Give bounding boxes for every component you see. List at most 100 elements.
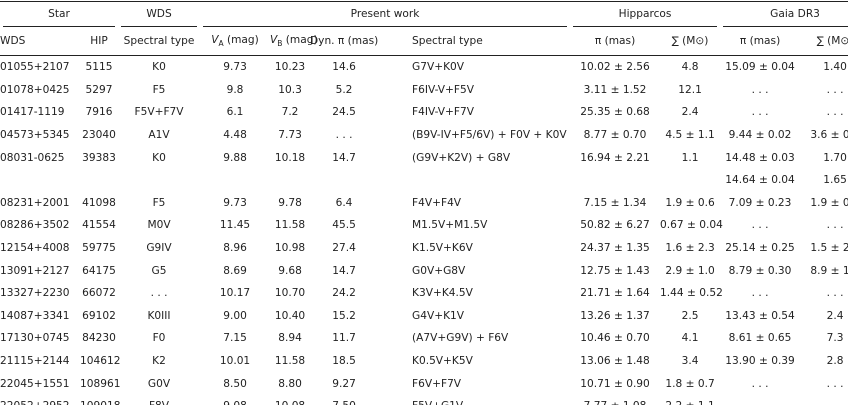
table-cell: 12.75 ± 1.43 xyxy=(580,264,650,277)
table-cell: 50.82 ± 6.27 xyxy=(580,219,650,232)
table-cell: . . . xyxy=(150,287,168,300)
table-cell: F4V+F4V xyxy=(412,196,462,209)
table-cell: F5V+F7V xyxy=(134,106,184,119)
table-cell: 1.1 xyxy=(681,151,699,164)
table-cell: 4.5 ± 1.1 xyxy=(665,129,715,142)
table-cell: 2.9 ± 1.0 xyxy=(665,264,715,277)
table-cell: 10.01 xyxy=(219,355,251,368)
empty-cell xyxy=(200,169,270,192)
table-cell: . . . xyxy=(335,129,353,142)
table-cell: 13.43 ± 0.54 xyxy=(725,309,795,322)
table-cell: 14.64 ± 0.04 xyxy=(725,174,795,187)
table-cell: 10.02 ± 2.56 xyxy=(580,61,650,74)
table-cell: . . . xyxy=(826,377,844,390)
table-cell: 9.73 xyxy=(223,196,247,209)
column-label: WDS xyxy=(0,35,26,47)
table-cell: 22052+2952 xyxy=(0,395,80,405)
empty-cell xyxy=(378,169,570,192)
table-cell: 84230 xyxy=(82,332,116,345)
table-cell: 01055+2107 xyxy=(0,61,70,74)
table-cell: 27.4 xyxy=(332,242,356,255)
column-label: ∑ (M⊙) xyxy=(671,35,709,47)
table-row: 14087+3341 69102 K0III 9.00 10.40 15.2 G4V+K1V… xyxy=(0,305,848,328)
table-cell: 8.77 ± 0.70 xyxy=(583,129,647,142)
table-cell: . . . xyxy=(720,395,800,405)
empty-cell xyxy=(310,169,378,192)
group-header-row: Star WDS Present work Hipparcos Gaia DR3 xyxy=(0,1,848,27)
table-cell: 7.15 xyxy=(223,332,247,345)
table-cell: A1V xyxy=(148,129,170,142)
table-cell: 14.7 xyxy=(332,151,356,164)
table-cell: 1.6 ± 2.3 xyxy=(665,242,715,255)
table-cell: 66072 xyxy=(82,287,116,300)
table-cell: 2.8 xyxy=(826,355,844,368)
table-cell: 41098 xyxy=(82,196,116,209)
table-cell: 1.70 xyxy=(823,151,847,164)
group-label: WDS xyxy=(121,2,198,27)
table-cell: G5 xyxy=(151,264,167,277)
table-cell: 25.35 ± 0.68 xyxy=(580,106,650,119)
column-header: Spectral type xyxy=(378,27,571,56)
table-cell: 9.27 xyxy=(332,377,356,390)
table-cell: F0 xyxy=(152,332,166,345)
column-label: π (mas) xyxy=(739,35,781,47)
table-cell: . . . xyxy=(751,287,769,300)
table-cell: F6V+F7V xyxy=(412,377,462,390)
table-cell: 2.4 xyxy=(681,106,699,119)
column-header-row: WDS HIP Spectral type VA (mag) VB (mag) Dyn. … xyxy=(0,27,848,56)
table-cell: 109018 xyxy=(80,395,120,405)
column-label: HIP xyxy=(90,35,108,47)
table-cell: 01078+0425 xyxy=(0,83,70,96)
table-cell: 14087+3341 xyxy=(0,309,70,322)
table-cell: F5 xyxy=(152,83,166,96)
table-cell: 8.50 xyxy=(223,377,247,390)
table-cell: 39383 xyxy=(82,151,116,164)
table-cell: 12154+4008 xyxy=(0,242,70,255)
table-cell: 10.46 ± 0.70 xyxy=(580,332,650,345)
table-cell: 1.65 xyxy=(823,174,847,187)
table-row: 22052+2952109018F8V9.0810.087.50F5V+G1V7… xyxy=(0,395,848,405)
table-row: 01055+2107 5115 K0 9.73 10.23 14.6 G7V+K0V 10.0… xyxy=(0,56,848,79)
table-cell: 17130+0745 xyxy=(0,332,70,345)
table-cell: F5V+G1V xyxy=(378,395,570,405)
empty-cell xyxy=(570,169,660,192)
table-cell: 7.2 xyxy=(281,106,299,119)
table-cell: . . . xyxy=(826,287,844,300)
table-cell: 9.88 xyxy=(223,151,247,164)
table-cell: 23040 xyxy=(82,129,116,142)
table-row: 08231+2001 41098 F5 9.73 9.78 6.4 F4V+F4V 7.15 … xyxy=(0,192,848,215)
table-cell: 8.94 xyxy=(278,332,302,345)
table-row: 22045+1551 108961 G0V 8.50 8.80 9.27 F6V+F7V 10… xyxy=(0,372,848,395)
table-cell: 9.73 xyxy=(223,61,247,74)
table-cell: 7.77 ± 1.08 xyxy=(570,395,660,405)
table-cell: 11.45 xyxy=(219,219,251,232)
table-cell: 7.3 xyxy=(826,332,844,345)
empty-cell xyxy=(118,169,200,192)
table-cell: 7.15 ± 1.34 xyxy=(583,196,647,209)
column-header: Spectral type xyxy=(118,27,201,56)
table-cell: M0V xyxy=(147,219,171,232)
table-cell: 24.37 ± 1.35 xyxy=(580,242,650,255)
table-cell: 13.06 ± 1.48 xyxy=(580,355,650,368)
group-label: Hipparcos xyxy=(573,2,718,27)
empty-cell xyxy=(660,169,720,192)
table-cell: 21115+2144 xyxy=(0,355,70,368)
table-cell: 01417-1119 xyxy=(0,106,65,119)
table-cell: 08031-0625 xyxy=(0,151,65,164)
table-cell: 3.6 ± 0.1 xyxy=(810,129,848,142)
table-cell: 8.80 xyxy=(278,377,302,390)
table-cell: 2.2 ± 1.1 xyxy=(660,395,720,405)
column-subscript: B xyxy=(277,39,283,49)
column-header: ∑ (M⊙) xyxy=(660,27,721,56)
group-header: WDS xyxy=(118,1,201,27)
table-cell: 6.1 xyxy=(226,106,244,119)
column-label: Spectral type xyxy=(412,35,483,47)
table-cell: 11.7 xyxy=(332,332,356,345)
table-row: 08031-0625 39383 K0 9.88 10.18 14.7 (G9V+K2V) … xyxy=(0,146,848,169)
table-cell: 64175 xyxy=(82,264,116,277)
table-cell: 14.6 xyxy=(332,61,356,74)
table-cell: 4.8 xyxy=(681,61,699,74)
table-cell: 5.2 xyxy=(335,83,353,96)
table-cell: . . . xyxy=(800,395,848,405)
table-cell: 8.69 xyxy=(223,264,247,277)
